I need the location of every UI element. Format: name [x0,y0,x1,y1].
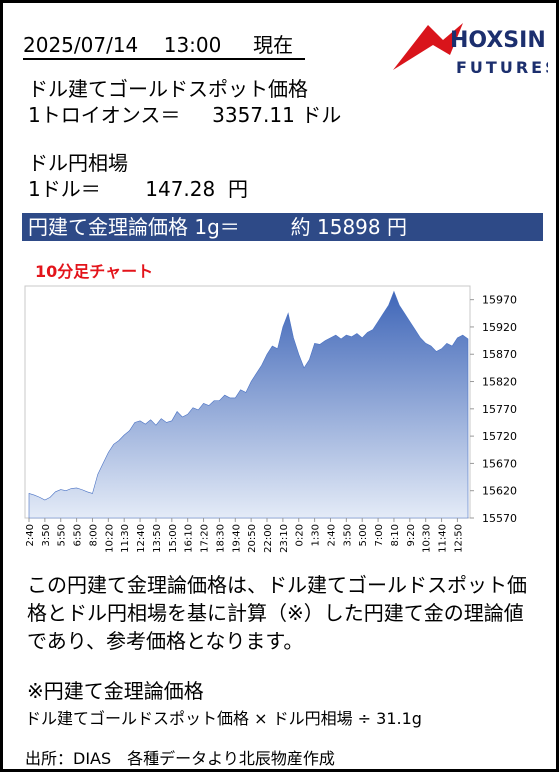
x-tick-label: 3:50 [342,524,353,546]
logo-mark [393,23,463,70]
x-tick-label: 6:50 [73,524,84,546]
chart-title: 10分足チャート [35,262,154,281]
x-tick-label: 2:40 [326,524,337,546]
logo-sub: FUTURES [456,58,548,77]
y-tick-label: 15870 [482,348,517,361]
x-tick-label: 13:50 [152,524,163,553]
y-tick-label: 15770 [482,403,517,416]
x-tick-label: 7:00 [374,524,385,546]
x-tick-label: 12:50 [453,524,464,553]
fx-label: ドル円相場 [28,151,128,175]
x-tick-label: 10:20 [104,524,115,553]
fx-line: 1ドル＝ 147.28 円 [28,173,248,202]
area [28,290,469,519]
x-tick-label: 16:10 [184,524,195,553]
fx-value: 147.28 [145,177,216,201]
theory-value: 15898 [317,215,381,239]
date: 2025/07/14 [23,33,139,57]
now: 現在 [253,33,294,57]
x-tick-label: 1:30 [311,524,322,546]
x-tick-label: 2:40 [25,524,36,546]
y-tick-label: 15820 [482,376,517,389]
chart: 15570 15620 15670 15720 15770 15820 15870 15920… [24,285,517,553]
x-tick-label: 15:00 [168,524,179,553]
fx-unit-label: 1ドル＝ [28,177,101,201]
logo: HOXSIN FUTURES [393,23,548,77]
header-line: 2025/07/14 13:00 現在 [23,29,306,60]
x-tick-label: 19:40 [231,524,242,553]
y-tick-label: 15670 [482,457,517,470]
x-tick-label: 20:50 [247,524,258,553]
x-tick-label: 11:30 [120,524,131,553]
y-tick-label: 15970 [482,294,517,307]
fx-unit: 円 [227,177,248,201]
gold-line: 1トロイオンス＝ 3357.11 ドル [28,99,341,128]
x-tick-label: 5:00 [358,524,369,546]
theory-label: 円建て金理論価格 1g＝ [28,215,240,239]
y-tick-label: 15920 [482,321,517,334]
theory-unit: 円 [386,215,407,239]
theory-approx: 約 [290,215,311,239]
gold-label: ドル建てゴールドスポット価格 [28,77,308,101]
note-body: この円建て金理論価格は、ドル建てゴールドスポット価格とドル円相場を基に計算（※）… [27,573,527,653]
logo-name: HOXSIN [450,28,546,53]
theory-bar: 円建て金理論価格 1g＝ 約 15898 円 [22,213,543,241]
x-tick-label: 11:40 [438,524,449,553]
gold-value: 3357.11 [212,103,295,127]
x-tick-label: 0:20 [295,524,306,546]
x-tick-label: 8:10 [390,524,401,546]
gold-unit-label: 1トロイオンス＝ [28,103,181,127]
source: 出所：DIAS 各種データより北辰物産作成 [25,749,335,768]
y-tick-label: 15620 [482,485,517,498]
x-tick-label: 23:10 [279,524,290,553]
time: 13:00 [163,33,222,57]
y-tick-label: 15720 [482,430,517,443]
x-tick-label: 3:50 [41,524,52,546]
x-tick-label: 10:30 [422,524,433,553]
formula: ドル建てゴールドスポット価格 × ドル円相場 ÷ 31.1g [25,709,422,728]
gold-unit: ドル [301,103,342,127]
x-tick-label: 8:00 [88,524,99,546]
x-tick-label: 12:40 [136,524,147,553]
x-tick-label: 9:20 [406,524,417,546]
x-tick-label: 22:00 [263,524,274,553]
x-tick-label: 17:20 [200,524,211,553]
formula-title: ※円建て金理論価格 [27,679,204,703]
y-tick-label: 15570 [482,512,517,525]
x-tick-label: 18:30 [215,524,226,553]
x-tick-label: 5:50 [57,524,68,546]
